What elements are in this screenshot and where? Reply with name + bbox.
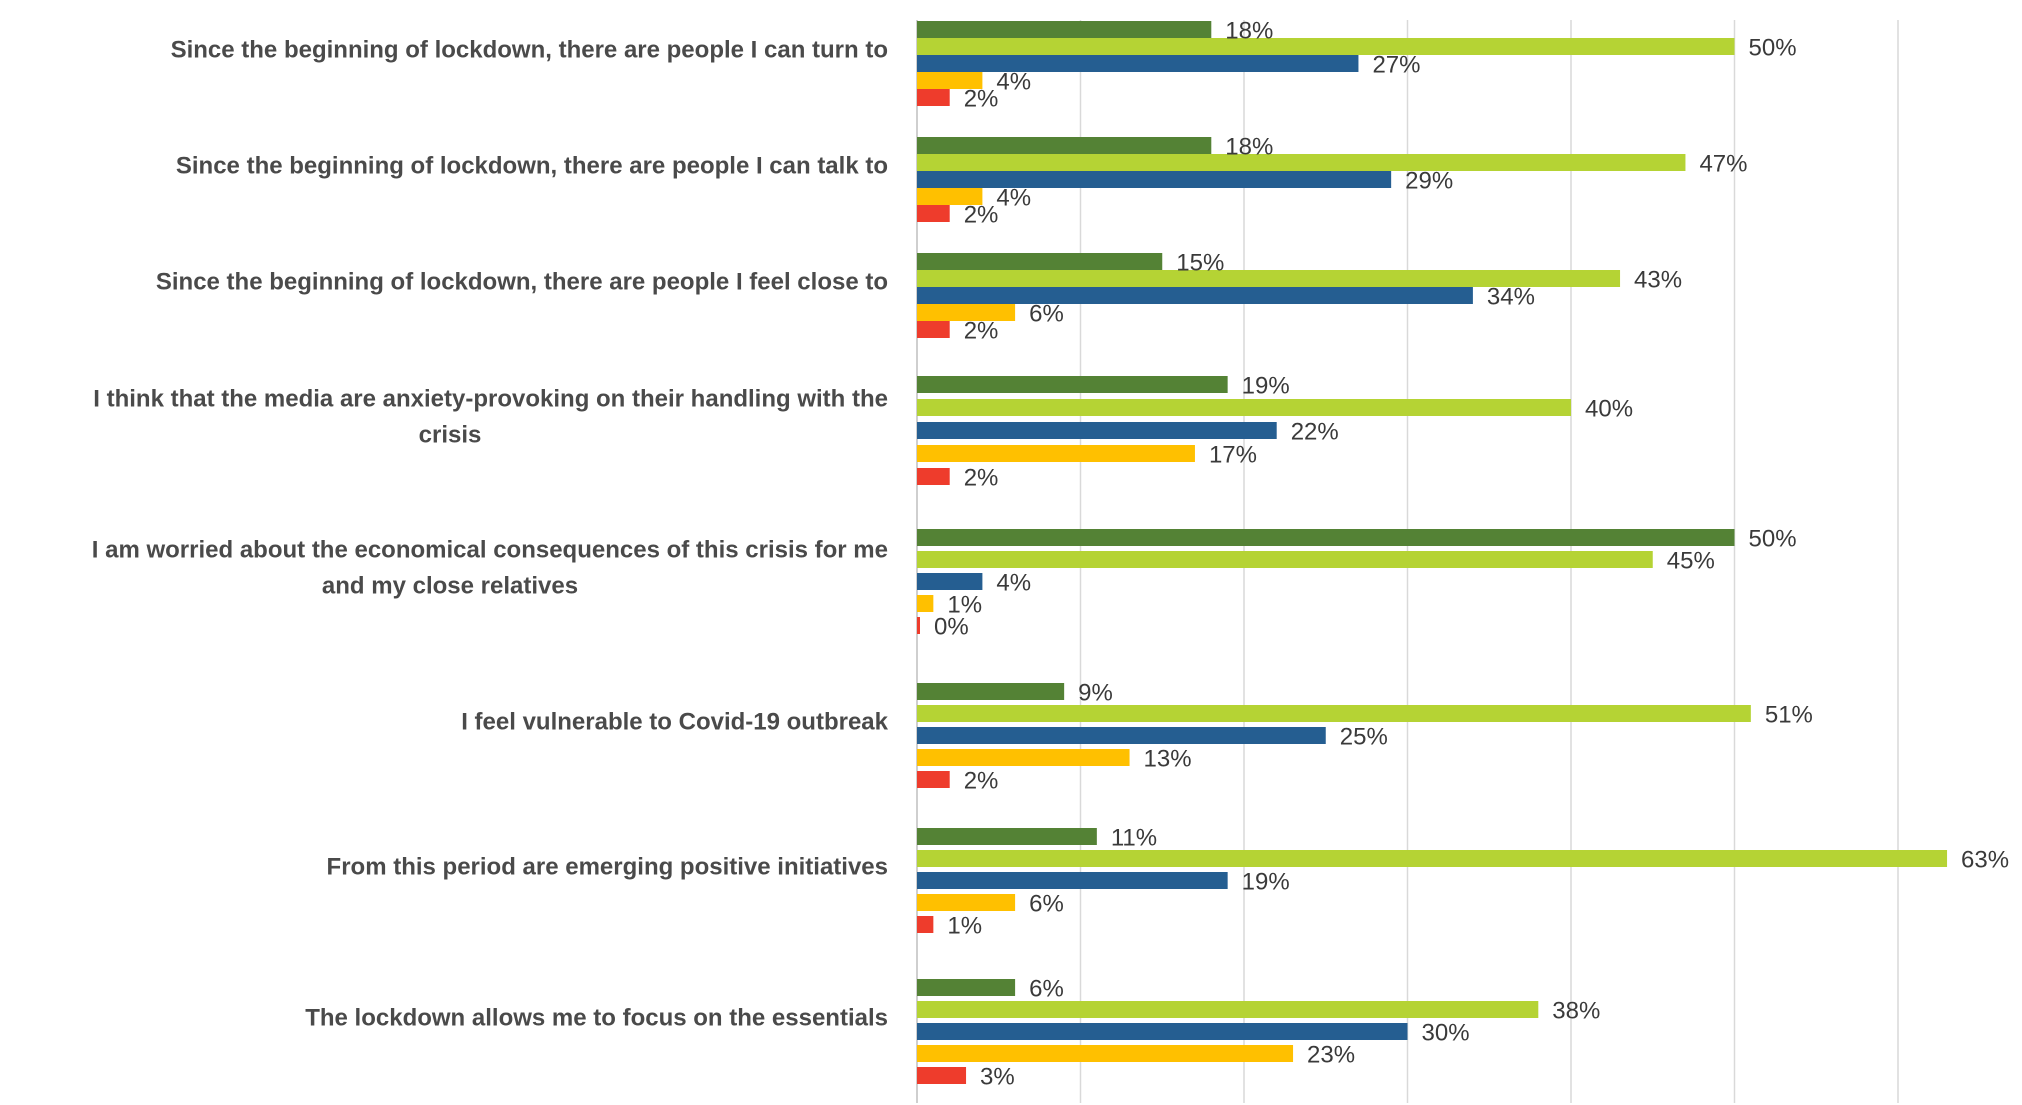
value-label-4-4: 0% [934,614,969,641]
value-label-3-3: 17% [1209,442,1257,469]
value-label-2-2: 34% [1487,284,1535,311]
value-label-7-4: 3% [980,1064,1015,1091]
bar-6-0 [917,828,1097,845]
category-label-7-line-0: The lockdown allows me to focus on the e… [305,1005,888,1032]
value-label-4-1: 45% [1667,548,1715,575]
category-label-4-line-1: and my close relatives [322,573,578,600]
bar-7-0 [917,979,1016,996]
bar-0-0 [917,21,1212,38]
bar-4-0 [917,529,1735,546]
value-label-1-3: 4% [996,185,1031,212]
value-label-0-4: 2% [964,86,999,113]
value-label-2-0: 15% [1176,250,1224,277]
bar-4-4 [917,617,920,634]
bar-1-3 [917,188,983,205]
bars [917,21,1948,1084]
value-label-1-0: 18% [1225,134,1273,161]
value-label-0-3: 4% [996,69,1031,96]
bar-5-4 [917,771,950,788]
value-label-0-0: 18% [1225,18,1273,45]
value-label-3-1: 40% [1585,396,1633,423]
bar-3-0 [917,376,1228,393]
value-label-6-0: 11% [1111,825,1157,852]
value-label-5-3: 13% [1144,746,1192,773]
bar-6-3 [917,894,1016,911]
value-label-2-1: 43% [1634,267,1682,294]
bar-0-2 [917,55,1359,72]
value-label-3-0: 19% [1242,373,1290,400]
value-label-1-1: 47% [1699,151,1747,178]
bar-2-3 [917,304,1016,321]
bar-3-3 [917,445,1195,462]
category-label-5-line-0: I feel vulnerable to Covid-19 outbreak [461,709,888,736]
value-label-5-0: 9% [1078,680,1113,707]
bar-7-4 [917,1067,967,1084]
bar-0-4 [917,89,950,106]
value-label-6-2: 19% [1242,869,1290,896]
value-label-6-4: 1% [947,913,982,940]
value-label-1-4: 2% [964,202,999,229]
bar-1-2 [917,171,1392,188]
bar-3-2 [917,422,1277,439]
bar-5-1 [917,705,1751,722]
bar-6-1 [917,850,1948,867]
category-label-3-line-1: crisis [419,422,482,449]
category-label-2-line-0: Since the beginning of lockdown, there a… [156,269,888,296]
category-label-1-line-0: Since the beginning of lockdown, there a… [176,153,888,180]
value-label-5-2: 25% [1340,724,1388,751]
value-label-6-3: 6% [1029,891,1064,918]
bar-7-1 [917,1001,1539,1018]
bar-7-2 [917,1023,1408,1040]
value-label-3-2: 22% [1291,419,1339,446]
bar-5-2 [917,727,1326,744]
value-label-2-3: 6% [1029,301,1064,328]
bar-2-2 [917,287,1473,304]
value-label-1-2: 29% [1405,168,1453,195]
bar-4-1 [917,551,1653,568]
bar-1-4 [917,205,950,222]
bar-6-4 [917,916,934,933]
bar-5-0 [917,683,1065,700]
category-labels: Since the beginning of lockdown, there a… [92,37,889,1032]
category-label-3-line-0: I think that the media are anxiety-provo… [93,386,888,413]
value-label-7-2: 30% [1422,1020,1470,1047]
bar-7-3 [917,1045,1294,1062]
bar-1-0 [917,137,1212,154]
bar-0-1 [917,38,1735,55]
value-label-3-4: 2% [964,465,999,492]
value-label-0-2: 27% [1372,52,1420,79]
bar-5-3 [917,749,1130,766]
value-label-7-3: 23% [1307,1042,1355,1069]
category-label-6-line-0: From this period are emerging positive i… [327,854,888,881]
bar-4-2 [917,573,983,590]
bar-2-0 [917,253,1163,270]
value-labels: 18%50%27%4%2%18%47%29%4%2%15%43%34%6%2%1… [934,18,2009,1091]
bar-4-3 [917,595,934,612]
value-label-6-1: 63% [1961,847,2009,874]
bar-3-4 [917,468,950,485]
value-label-7-1: 38% [1552,998,1600,1025]
bar-1-1 [917,154,1686,171]
value-label-7-0: 6% [1029,976,1064,1003]
bar-2-4 [917,321,950,338]
value-label-0-1: 50% [1749,35,1797,62]
value-label-4-2: 4% [996,570,1031,597]
category-label-4-line-0: I am worried about the economical conseq… [92,537,888,564]
bar-3-1 [917,399,1571,416]
value-label-5-1: 51% [1765,702,1813,729]
bar-0-3 [917,72,983,89]
category-label-0-line-0: Since the beginning of lockdown, there a… [171,37,888,64]
bar-6-2 [917,872,1228,889]
bar-2-1 [917,270,1621,287]
value-label-4-0: 50% [1749,526,1797,553]
value-label-2-4: 2% [964,318,999,345]
value-label-4-3: 1% [947,592,982,619]
value-label-5-4: 2% [964,768,999,795]
